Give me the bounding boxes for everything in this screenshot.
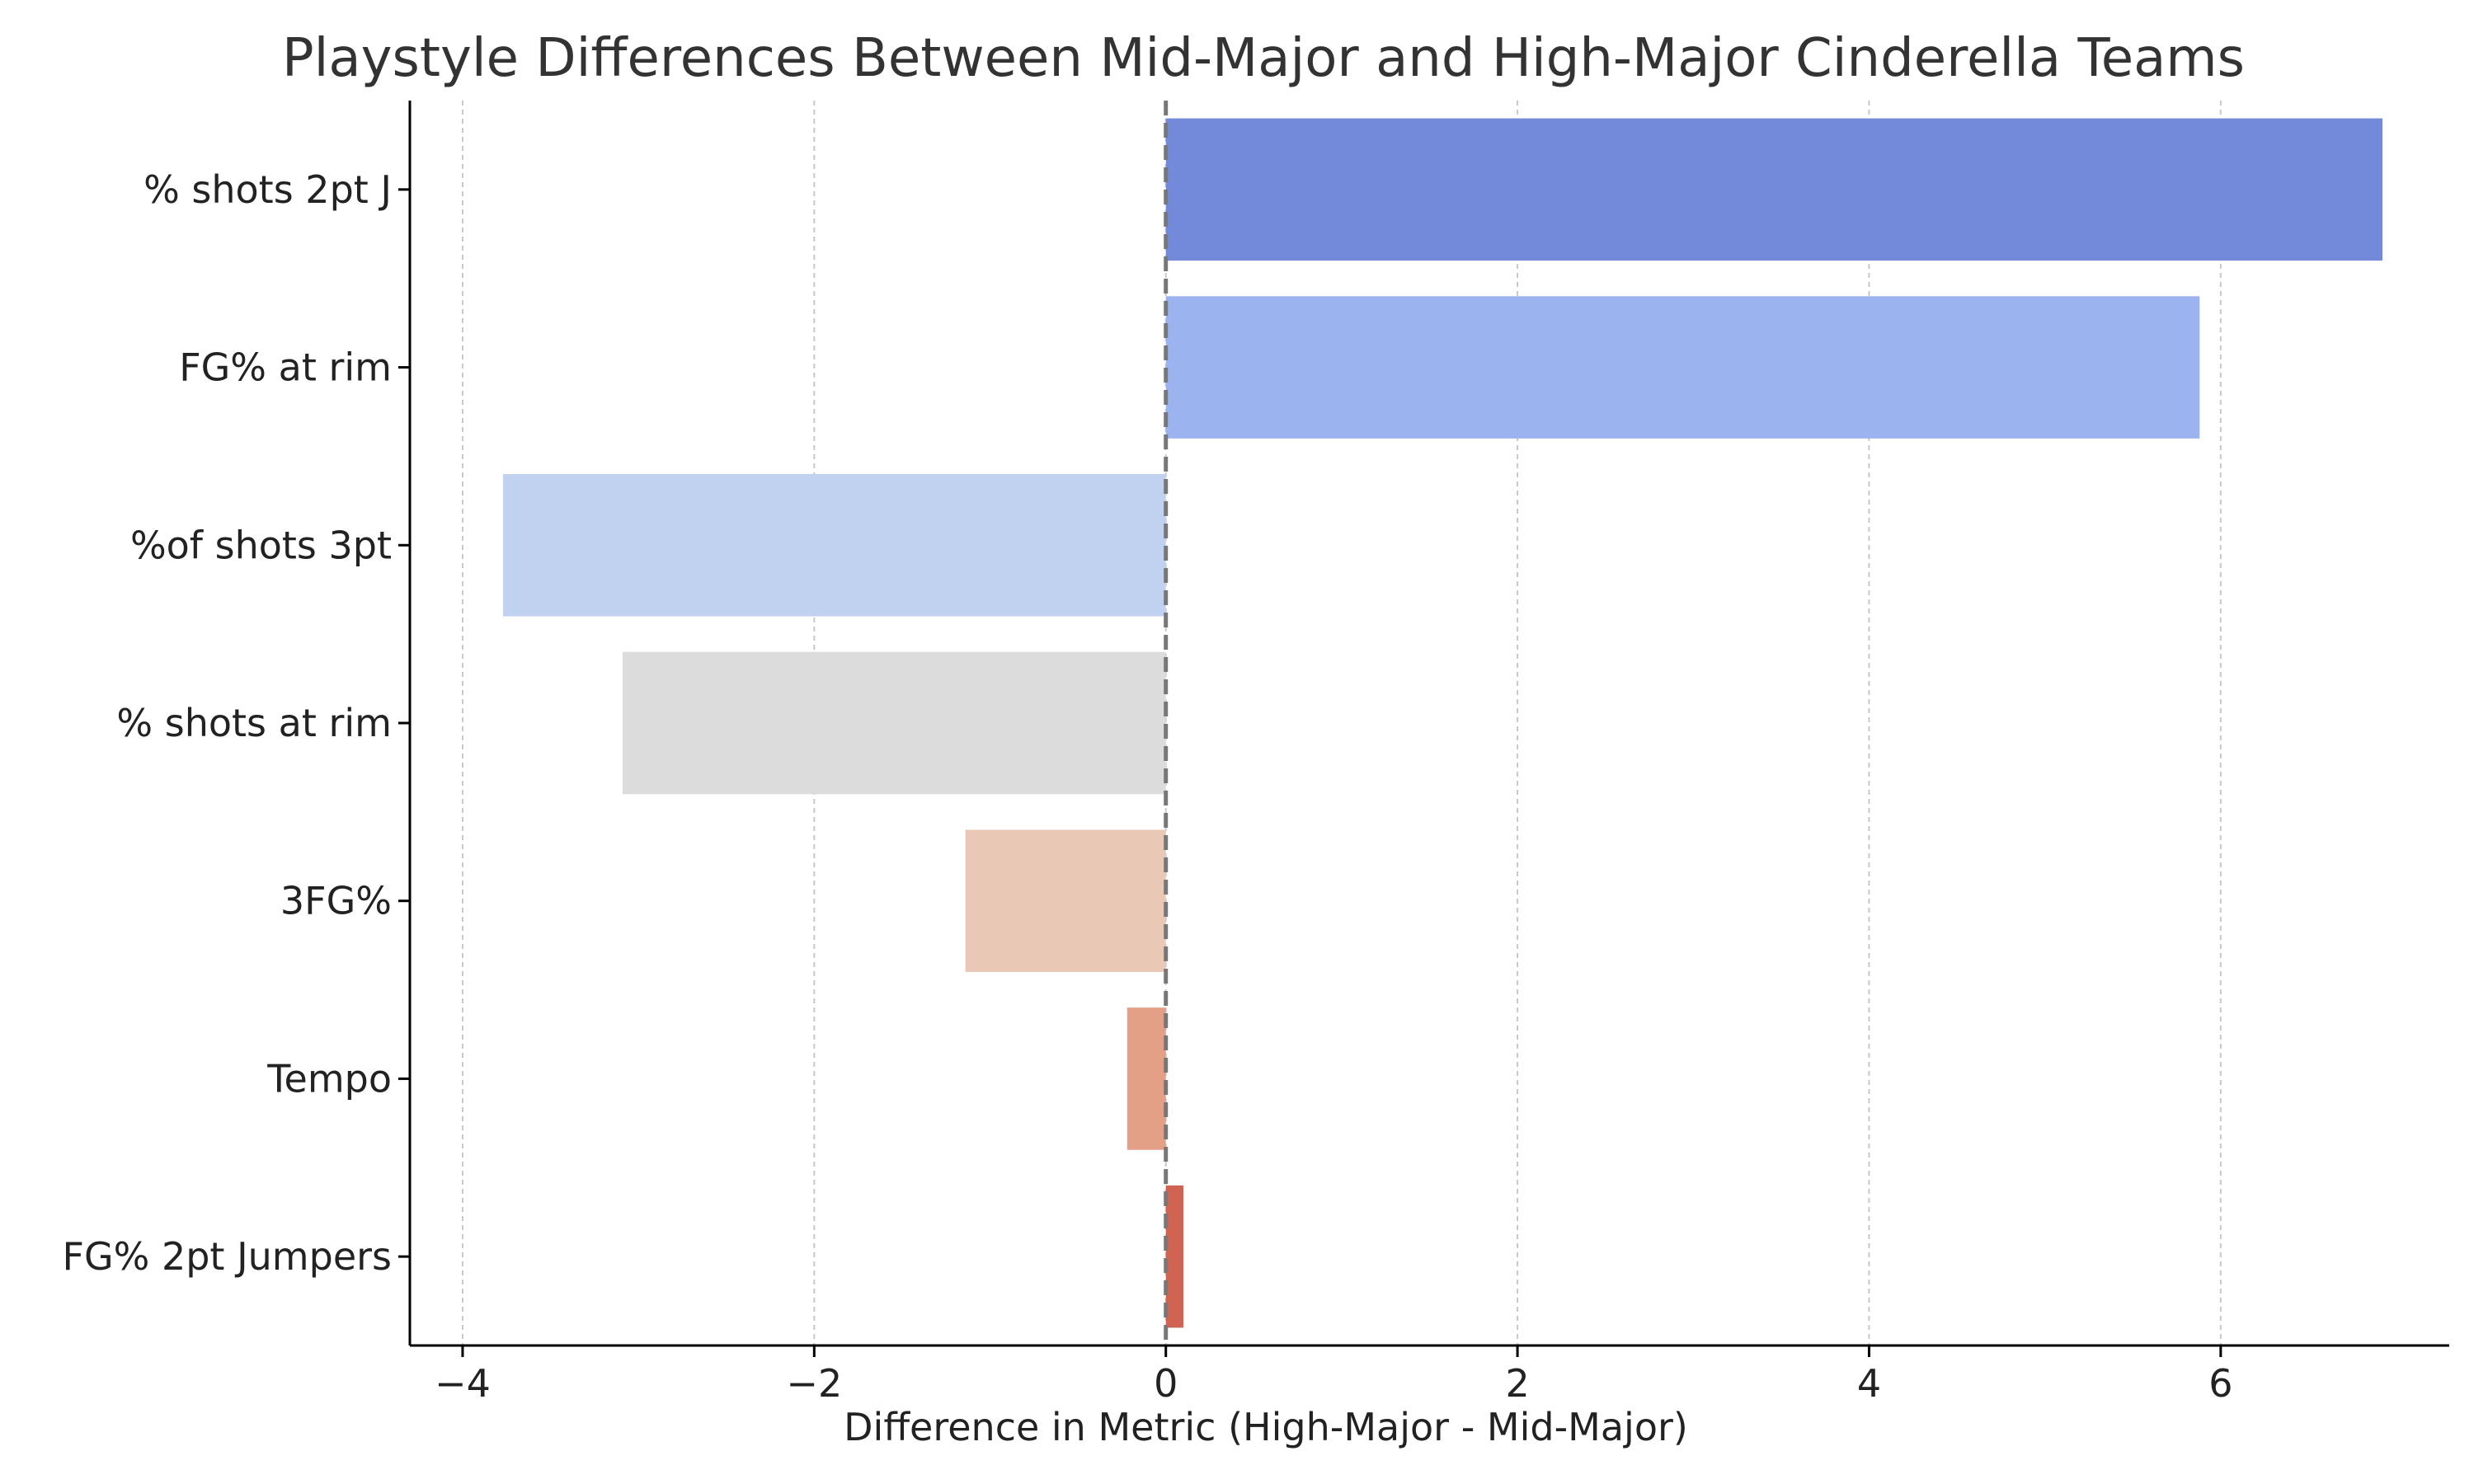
y-tick-label: FG% at rim: [179, 345, 392, 390]
bar: [1165, 118, 2382, 261]
y-tick-label: %of shots 3pt: [130, 523, 392, 567]
bar: [502, 474, 1166, 617]
bar: [1126, 1007, 1166, 1150]
x-axis-label: Difference in Metric (High-Major - Mid-M…: [844, 1405, 1688, 1449]
x-tick-label: 2: [1505, 1361, 1529, 1406]
x-tick-label: 4: [1857, 1361, 1881, 1406]
y-tick-label: % shots at rim: [116, 701, 392, 745]
y-tick-label: 3FG%: [280, 879, 392, 923]
x-ticks: −4 −2 0 2 4 6: [435, 1345, 2232, 1406]
bar: [1165, 296, 2200, 439]
y-tick-label: FG% 2pt Jumpers: [63, 1234, 392, 1279]
bars: [502, 118, 2382, 1328]
y-tick-label: % shots 2pt J: [143, 167, 392, 212]
bar: [1165, 1185, 1184, 1328]
chart-title: Playstyle Differences Between Mid-Major …: [282, 28, 2245, 89]
x-tick-label: −4: [435, 1361, 491, 1406]
x-tick-label: 6: [2208, 1361, 2232, 1406]
x-tick-label: 0: [1154, 1361, 1178, 1406]
y-tick-label: Tempo: [266, 1056, 392, 1101]
x-tick-label: −2: [786, 1361, 842, 1406]
y-ticks: % shots 2pt J FG% at rim %of shots 3pt % sh…: [63, 167, 410, 1279]
bar: [622, 651, 1166, 795]
bar: [965, 829, 1166, 972]
